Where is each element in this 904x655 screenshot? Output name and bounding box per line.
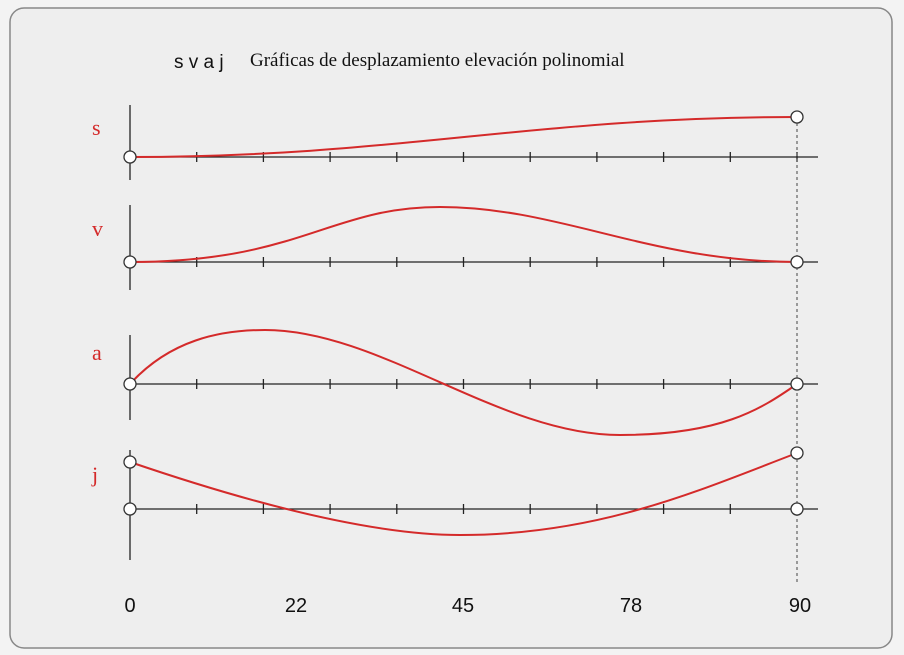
dots bbox=[123, 110, 804, 516]
endpoint bbox=[123, 455, 137, 469]
v-curve bbox=[129, 205, 798, 263]
s-curve bbox=[129, 116, 798, 158]
curve-label: v bbox=[92, 216, 103, 241]
a-curve bbox=[129, 328, 798, 437]
curve-label: a bbox=[92, 340, 102, 365]
x-label: 45 bbox=[452, 595, 474, 617]
endpoint bbox=[790, 110, 804, 124]
curve-label: j bbox=[91, 462, 98, 487]
x-label: 78 bbox=[620, 595, 642, 617]
endpoint bbox=[123, 150, 137, 164]
curve-label: s bbox=[92, 115, 101, 140]
axes bbox=[129, 105, 818, 560]
endpoint bbox=[790, 502, 804, 516]
frame bbox=[9, 7, 893, 649]
endpoint bbox=[790, 255, 804, 269]
endpoint bbox=[123, 377, 137, 391]
symbols: s v a j bbox=[174, 52, 224, 73]
x-label: 90 bbox=[789, 595, 811, 617]
endpoint bbox=[123, 502, 137, 516]
endpoint bbox=[123, 255, 137, 269]
j-curve bbox=[129, 452, 798, 537]
endpoint bbox=[790, 377, 804, 391]
x-label: 22 bbox=[285, 595, 307, 617]
endpoint bbox=[790, 446, 804, 460]
title: Gráficas de desplazamiento elevación pol… bbox=[250, 50, 625, 71]
x-label: 0 bbox=[124, 595, 135, 617]
